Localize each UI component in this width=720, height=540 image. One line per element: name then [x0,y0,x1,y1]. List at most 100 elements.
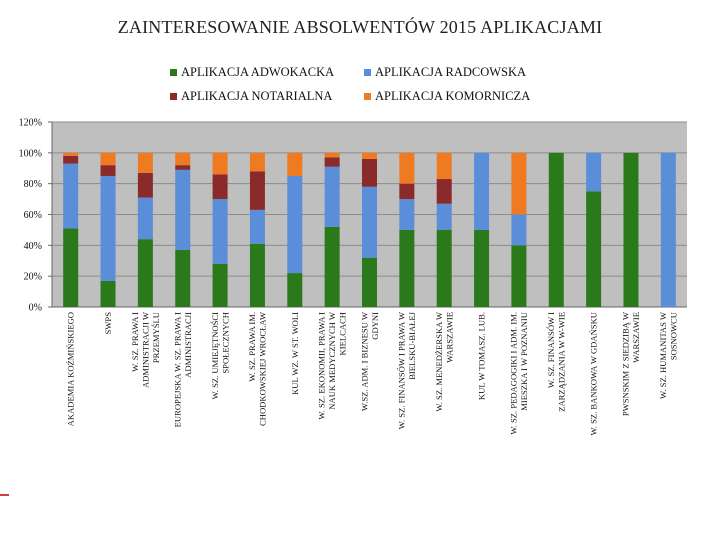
bar-segment-1 [399,229,415,307]
legend-label: APLIKACJA KOMORNICZA [375,89,530,103]
legend-swatch [364,69,371,76]
x-category-label-line: GDYNI [370,312,380,340]
bar-segment-4 [436,152,452,180]
legend-swatch [170,93,177,100]
x-category-label-line: W. SZ. MENEDŻERSKA W [434,311,444,411]
x-category-label-line: W. SZ. HUMANITAS W [658,311,668,399]
y-tick-label: 120% [19,118,42,129]
bar-segment-3 [100,165,116,176]
x-category-label-line: ZARZĄDZANIA W W-WIE [557,312,567,412]
bar-segment-3 [249,171,265,210]
bar-segment-3 [436,179,452,204]
y-tick-label: 40% [24,241,42,252]
bar-segment-2 [324,166,340,227]
bar-segment-1 [324,226,340,307]
bar-segment-2 [362,186,377,258]
bar-segment-4 [511,152,527,215]
chart-title: ZAINTERESOWANIE ABSOLWENTÓW 2015 APLIKAC… [117,17,603,37]
x-category-label-line: EUROPEJSKA W. SZ. PRAWA I [172,312,182,427]
y-tick-label: 80% [24,179,42,190]
x-category-label: W. SZ. MENEDŻERSKA WWARSZAWIE [434,311,455,411]
bar-segment-1 [474,229,490,307]
bar-segment-2 [212,199,228,264]
x-category-label-line: W. SZ. PRAWA I [130,312,140,372]
bar-segment-2 [287,175,303,274]
y-tick-label: 100% [19,148,42,159]
bar-segment-1 [63,228,79,308]
x-category-label-line: MIESZKA I W POZNANIU [519,311,529,411]
x-category-label-line: W. SZ. FINANSÓW I PRAWA W [397,311,407,429]
bar-segment-2 [175,169,191,250]
bar-segment-1 [137,239,153,307]
x-category-label: W. SZ. FINANSÓW IZARZĄDZANIA W W-WIE [546,312,567,412]
x-category-label-line: ADMINISTRACJI [183,312,193,378]
x-category-label: W. SZ. PRAWA IADMINISTRACJI WPRZEMYŚLU [130,311,161,388]
x-category-label: W. SZ. BANKOWA W GDAŃSKU [589,311,599,435]
bar-segment-3 [362,159,377,187]
bar-segment-3 [399,183,415,200]
x-category-label-line: W. SZ. BANKOWA W GDAŃSKU [589,311,599,435]
bar-segment-1 [175,249,191,307]
x-category-label: W. SZ. EKONOMII, PRAWA INAUK MEDYCZNYCH … [317,311,348,419]
x-category-label-line: KUL WZ. W ST. WOLI [290,312,300,395]
bar-segment-3 [175,165,191,170]
bar-segment-4 [399,152,415,184]
x-category-label-line: W. SZ. FINANSÓW I [546,312,556,388]
y-tick-label: 0% [29,303,42,314]
x-category-label-line: AKADEMIA KOŹMIŃSKIEGO [66,312,76,426]
bar-segment-2 [137,197,153,240]
x-category-label-line: KUL W TOMASZ. LUB. [477,312,487,400]
bar-segment-2 [436,203,452,230]
x-category-label: KUL WZ. W ST. WOLI [290,312,300,395]
x-category-label-line: WARSZAWIE [631,312,641,363]
x-category-label-line: WARSZAWIE [444,312,454,363]
x-category-label-line: W. SZ. PRAWA IM. [247,312,257,382]
bar-segment-4 [324,152,340,158]
bar-segment-2 [660,152,676,307]
bar-segment-4 [137,152,153,173]
legend-swatch [364,93,371,100]
bar-segment-2 [586,152,602,192]
bar-segment-3 [137,172,153,198]
x-category-label-line: SOSNOWCU [669,311,679,360]
bar-segment-1 [511,245,527,307]
x-category-label-line: PRZEMYŚLU [151,311,161,363]
bar-segment-4 [212,152,228,175]
x-category-label: W.SZ. ADM. I BIZNESU WGDYNI [359,311,380,411]
bar-segment-1 [100,280,116,307]
x-category-label-line: W. SZ. UMIEJĘTNOŚCI [210,312,220,400]
bar-segment-2 [249,209,265,244]
x-category-label-line: SPOŁECZNYCH [220,312,230,374]
bar-segment-3 [212,174,228,200]
x-category-label-line: ADMINISTRACJI W [140,311,150,388]
bar-segment-3 [324,157,340,167]
x-category-label: W. SZ. PRAWA IM.CHODKOWSKIEJ WROCŁAW [247,311,268,426]
bar-segment-2 [399,199,415,230]
bar-segment-4 [362,152,377,159]
legend-label: APLIKACJA RADCOWSKA [375,65,526,79]
y-tick-label: 20% [24,272,42,283]
x-category-label: SWPS [103,312,113,335]
bar-segment-4 [287,152,303,176]
bar-segment-1 [436,229,452,307]
x-category-label: EUROPEJSKA W. SZ. PRAWA IADMINISTRACJI [172,312,193,427]
bar-segment-3 [63,155,79,164]
bar-segment-2 [511,214,527,246]
x-category-label-line: PWSNSKIM Z SIEDZIBĄ W [621,311,631,416]
bar-segment-4 [249,152,265,172]
x-category-label-line: KIELCACH [338,312,348,355]
x-category-label: PWSNSKIM Z SIEDZIBĄ WWARSZAWIE [621,311,642,416]
bar-segment-1 [548,152,564,307]
x-category-label: AKADEMIA KOŹMIŃSKIEGO [66,312,76,426]
bar-segment-1 [212,263,228,307]
x-category-label: W. SZ. PEDAGOGIKI I ADM. IM.MIESZKA I W … [509,311,530,434]
legend-swatch [170,69,177,76]
x-category-label: W. SZ. FINANSÓW I PRAWA WBIELSKU-BIAŁEJ [397,311,418,429]
bar-segment-4 [63,152,79,156]
bar-segment-4 [175,152,191,166]
x-category-label: KUL W TOMASZ. LUB. [477,312,487,400]
bar-segment-1 [287,273,303,307]
bar-segment-4 [100,152,116,166]
x-category-label: W. SZ. UMIEJĘTNOŚCISPOŁECZNYCH [210,312,231,400]
